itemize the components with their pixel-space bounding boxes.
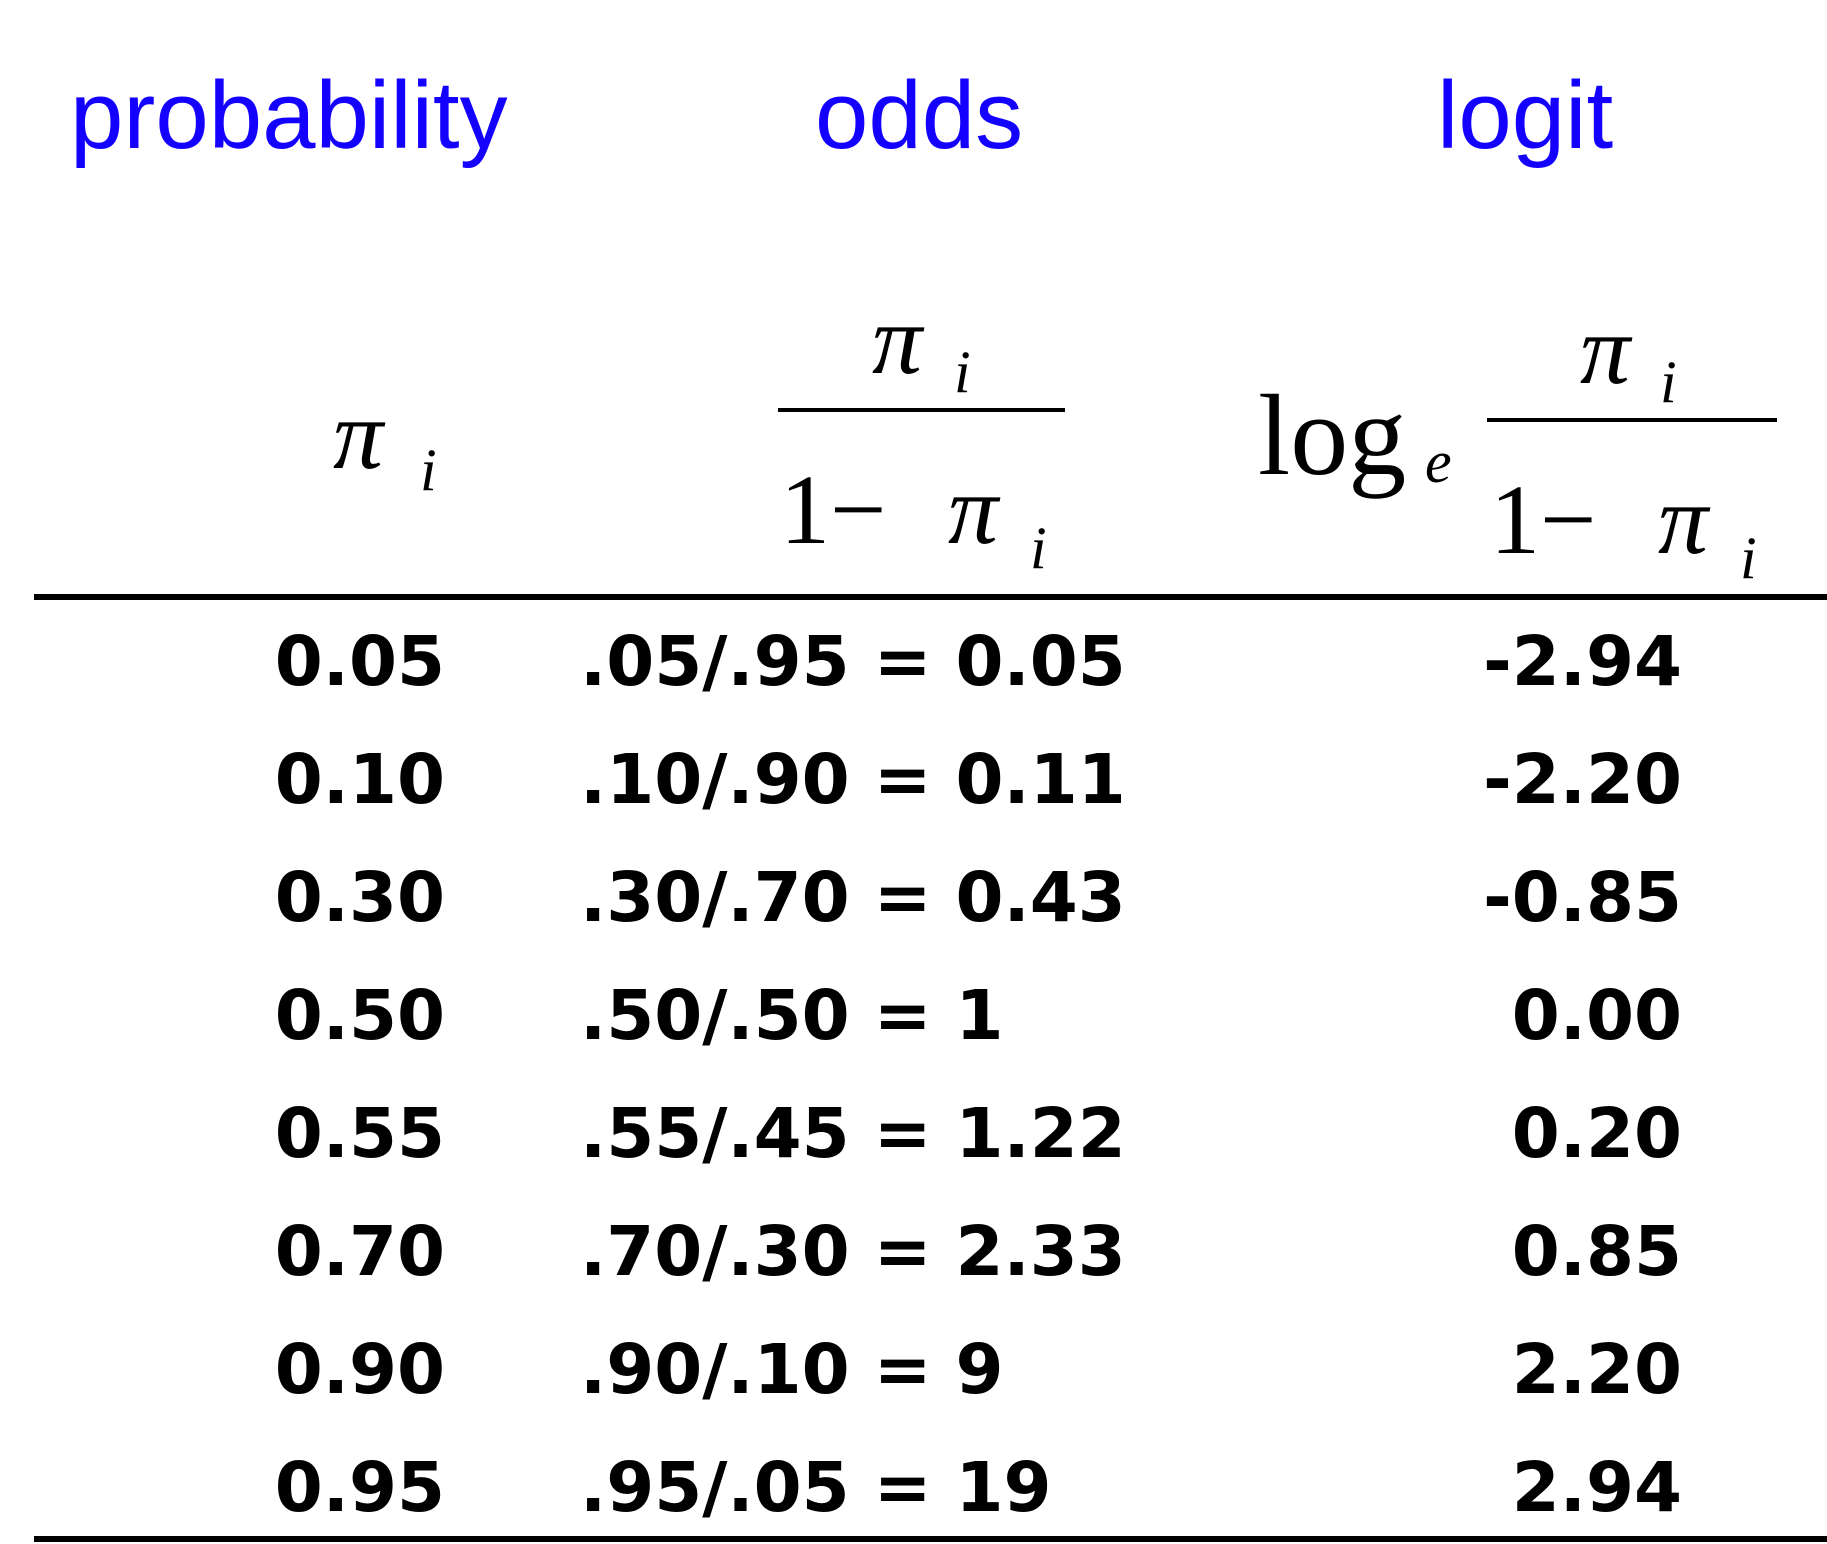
subscript-i: i xyxy=(420,437,437,503)
pi-symbol: π xyxy=(1580,294,1631,405)
pi-symbol: π xyxy=(872,284,923,395)
odds-header: odds xyxy=(815,62,1024,169)
logit-cell: 2.20 xyxy=(1511,1330,1682,1410)
probability-cell: 0.55 xyxy=(274,1094,445,1174)
pi-symbol: π xyxy=(948,454,999,565)
probability-cell: 0.90 xyxy=(274,1330,445,1410)
fraction-bar xyxy=(778,408,1065,412)
probability-cell: 0.50 xyxy=(274,976,445,1056)
subscript-i: i xyxy=(1030,515,1047,581)
probability-cell: 0.70 xyxy=(274,1212,445,1292)
probability-cell: 0.05 xyxy=(274,622,445,702)
table-bottom-rule xyxy=(34,1536,1827,1542)
pi-symbol: π xyxy=(1658,464,1709,575)
fraction-bar xyxy=(1487,418,1777,422)
subscript-i: i xyxy=(1660,349,1677,415)
logit-cell: -2.94 xyxy=(1483,622,1682,702)
odds-cell: .50/.50 = 1 xyxy=(580,976,1004,1056)
odds-cell: .70/.30 = 2.33 xyxy=(580,1212,1126,1292)
odds-cell: .55/.45 = 1.22 xyxy=(580,1094,1126,1174)
log-base: e xyxy=(1425,429,1452,495)
probability-header: probability xyxy=(70,62,508,169)
subscript-i: i xyxy=(1740,525,1757,591)
subscript-i: i xyxy=(954,339,971,405)
probability-cell: 0.10 xyxy=(274,740,445,820)
table-top-rule xyxy=(34,594,1827,600)
logit-header: logit xyxy=(1437,62,1614,169)
one-minus: 1− xyxy=(780,454,887,565)
logit-cell: 0.20 xyxy=(1511,1094,1682,1174)
probability-cell: 0.95 xyxy=(274,1448,445,1528)
probability-cell: 0.30 xyxy=(274,858,445,938)
odds-cell: .05/.95 = 0.05 xyxy=(580,622,1126,702)
logit-cell: -0.85 xyxy=(1483,858,1682,938)
odds-cell: .95/.05 = 19 xyxy=(580,1448,1052,1528)
odds-cell: .30/.70 = 0.43 xyxy=(580,858,1126,938)
logit-cell: 0.00 xyxy=(1511,976,1682,1056)
pi-symbol: π xyxy=(333,379,384,490)
logit-cell: 0.85 xyxy=(1511,1212,1682,1292)
logit-cell: -2.20 xyxy=(1483,740,1682,820)
odds-cell: .90/.10 = 9 xyxy=(580,1330,1004,1410)
log-text: log xyxy=(1258,372,1407,500)
logit-cell: 2.94 xyxy=(1511,1448,1682,1528)
one-minus: 1− xyxy=(1490,464,1597,575)
odds-cell: .10/.90 = 0.11 xyxy=(580,740,1126,820)
